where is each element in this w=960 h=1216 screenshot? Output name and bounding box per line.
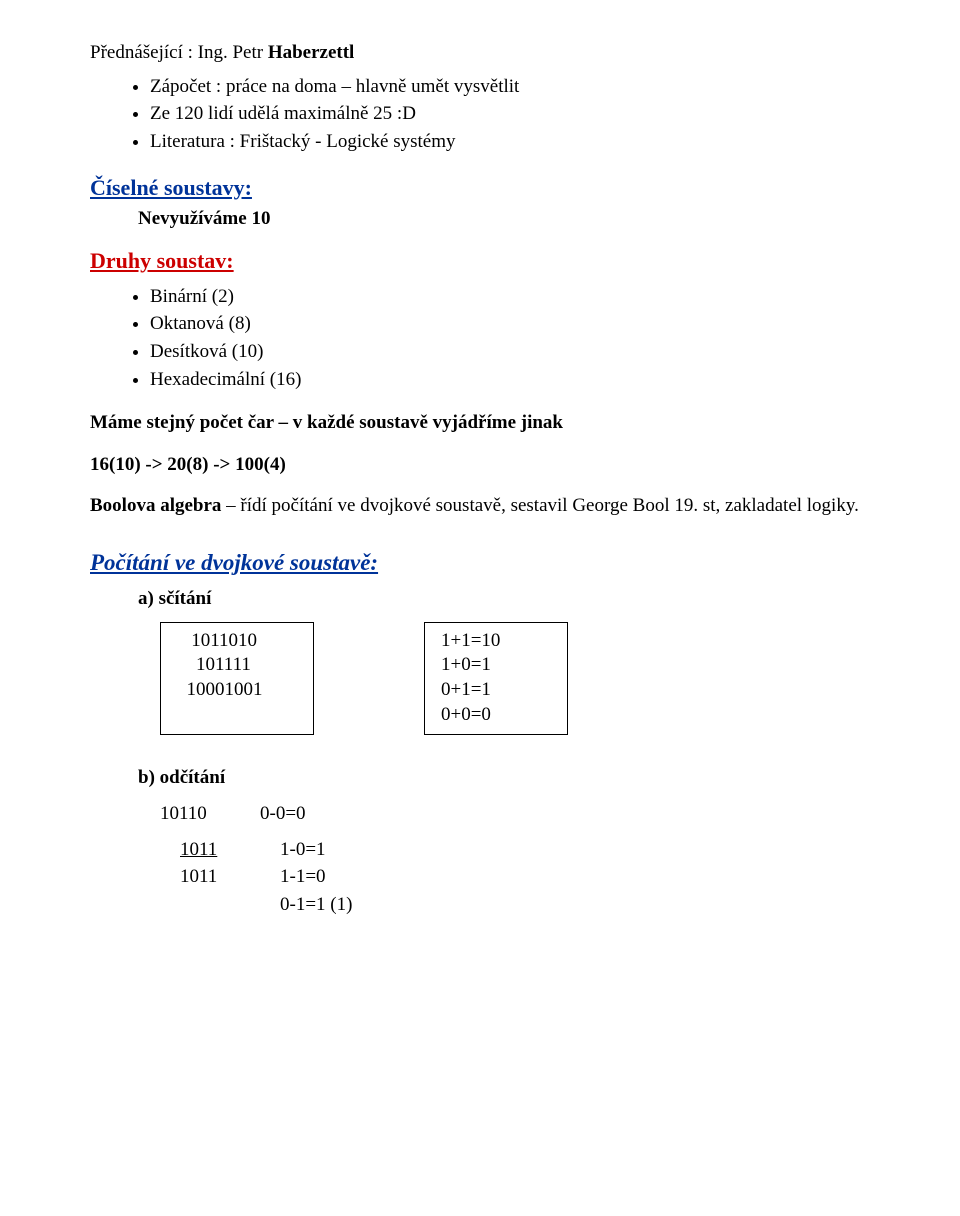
list-item: Zápočet : práce na doma – hlavně umět vy…	[150, 74, 870, 100]
sub-b: 1-1=0	[280, 863, 352, 891]
types-bullets: Binární (2) Oktanová (8) Desítková (10) …	[90, 284, 870, 393]
sub-b: 1-0=1	[280, 836, 352, 864]
sub-a: 1011	[180, 836, 280, 864]
list-item: Binární (2)	[150, 284, 870, 310]
addition-box: 1011010 101111 10001001	[160, 622, 314, 735]
list-item: Literatura : Frištacký - Logické systémy	[150, 129, 870, 155]
heading-types: Druhy soustav:	[90, 246, 870, 276]
sub-a: 1011	[180, 863, 280, 891]
binary-heading: Počítání ve dvojkové soustavě:	[90, 547, 870, 578]
addition-rules-box: 1+1=10 1+0=1 0+1=1 0+0=0	[424, 622, 568, 735]
numsys-note: Nevyužíváme 10	[90, 206, 870, 232]
addition-row: 1011010 101111 10001001 1+1=10 1+0=1 0+1…	[90, 622, 870, 735]
subtraction-row1: 10110 0-0=0	[160, 800, 306, 828]
sub-b: 0-0=0	[260, 800, 306, 828]
bool-paragraph: Boolova algebra – řídí počítání ve dvojk…	[90, 493, 870, 519]
list-item: Oktanová (8)	[150, 311, 870, 337]
bool-bold: Boolova algebra	[90, 495, 221, 516]
lecturer-label: Přednášející : Ing. Petr	[90, 42, 268, 63]
heading-number-systems: Číselné soustavy:	[90, 173, 870, 203]
lecturer-line: Přednášející : Ing. Petr Haberzettl	[90, 40, 870, 66]
conversion: 16(10) -> 20(8) -> 100(4)	[90, 452, 870, 478]
intro-bullets: Zápočet : práce na doma – hlavně umět vy…	[90, 74, 870, 155]
list-item: Desítková (10)	[150, 339, 870, 365]
document-page: Přednášející : Ing. Petr Haberzettl Zápo…	[0, 0, 960, 959]
sub-a: 10110	[160, 800, 260, 828]
list-item: Hexadecimální (16)	[150, 367, 870, 393]
item-b: b) odčítání	[90, 765, 870, 791]
subtraction-block: 10110 0-0=0 1011 1-0=1 1011 1-1=0 0-1=1 …	[90, 800, 870, 919]
subtraction-rows: 1011 1-0=1 1011 1-1=0 0-1=1 (1)	[180, 836, 352, 919]
list-item: Ze 120 lidí udělá maximálně 25 :D	[150, 101, 870, 127]
lecturer-name: Haberzettl	[268, 42, 355, 63]
same-count: Máme stejný počet čar – v každé soustavě…	[90, 410, 870, 436]
sub-a	[180, 891, 280, 919]
sub-b: 0-1=1 (1)	[280, 891, 352, 919]
bool-rest: – řídí počítání ve dvojkové soustavě, se…	[221, 495, 858, 516]
item-a: a) sčítání	[90, 586, 870, 612]
